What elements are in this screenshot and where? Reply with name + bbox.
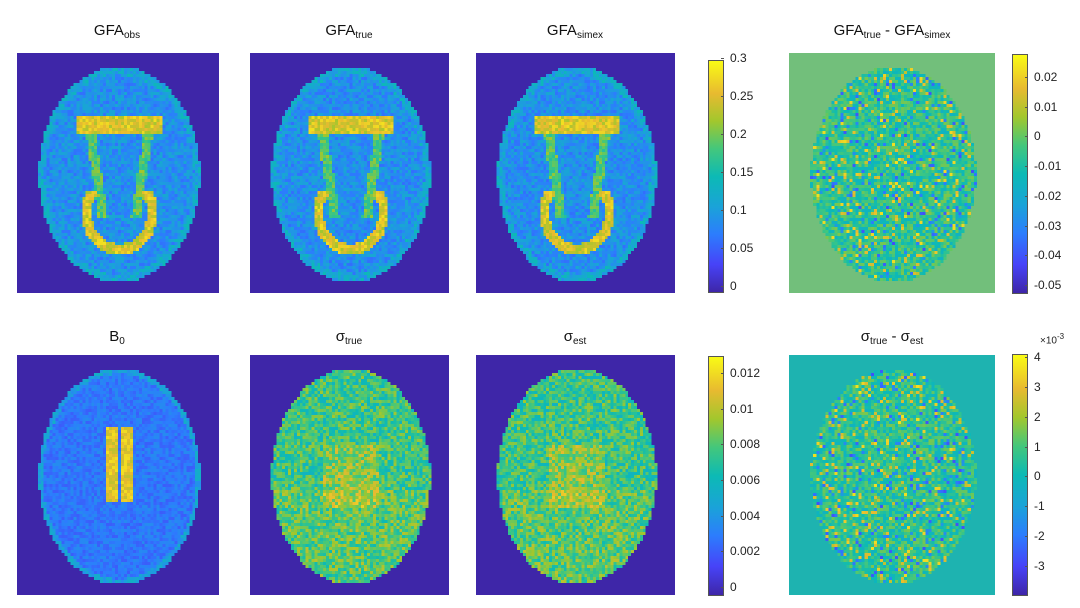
- colorbar-tick-mark: [1025, 416, 1028, 418]
- gfa-true-map: [250, 53, 449, 293]
- title-gfa-simex: GFAsimex: [546, 22, 604, 41]
- gfa-simex-canvas: [476, 53, 675, 293]
- b0-map: [17, 355, 219, 595]
- gfa-colorbar: [708, 60, 724, 293]
- colorbar-tick-label: 3: [1034, 379, 1041, 394]
- colorbar-tick-label: 0: [1034, 129, 1041, 144]
- colorbar-tick-label: 0.01: [730, 401, 754, 416]
- colorbar-tick-label: 0.1: [730, 203, 747, 217]
- colorbar-tick-mark: [721, 373, 724, 374]
- colorbar-tick-label: 0.002: [730, 544, 761, 559]
- colorbar-tick-label: 2: [1034, 409, 1041, 424]
- colorbar-tick-mark: [1025, 195, 1028, 197]
- colorbar-tick-label: -0.03: [1034, 218, 1062, 233]
- colorbar-tick-label: -3: [1034, 559, 1045, 573]
- colorbar-tick-mark: [1025, 106, 1028, 108]
- colorbar-tick-mark: [721, 58, 724, 59]
- gfa-obs-map: [17, 53, 219, 293]
- b0-canvas: [17, 355, 219, 595]
- sigma-true-canvas: [250, 355, 449, 595]
- colorbar-tick-label: 1: [1034, 439, 1041, 454]
- sigma-colorbar: [708, 356, 724, 596]
- sigma-diff-canvas: [789, 355, 995, 595]
- colorbar-tick-label: 0: [730, 279, 737, 293]
- gfa-diff-colorbar: [1012, 54, 1028, 294]
- colorbar-tick-mark: [1025, 255, 1028, 257]
- colorbar-tick-label: 4: [1034, 350, 1041, 364]
- colorbar-tick-label: 0.006: [730, 473, 761, 487]
- colorbar-tick-mark: [721, 286, 724, 287]
- gfa-diff-canvas: [789, 53, 995, 293]
- colorbar-tick-mark: [721, 134, 724, 135]
- title-b0: B0: [109, 328, 125, 347]
- gfa-diff-map: [789, 53, 995, 293]
- colorbar-tick-label: -2: [1034, 529, 1045, 544]
- colorbar-tick-label: 0.004: [730, 508, 761, 523]
- sigma-est-map: [476, 355, 675, 595]
- colorbar-tick-label: 0.2: [730, 127, 747, 141]
- colorbar-tick-label: 0.15: [730, 165, 754, 179]
- colorbar-tick-label: 0.25: [730, 89, 754, 103]
- colorbar-tick-mark: [721, 587, 724, 588]
- colorbar-tick-mark: [1025, 357, 1028, 358]
- colorbar-tick-label: 0.01: [1034, 99, 1058, 114]
- colorbar-tick-label: 0: [1034, 469, 1041, 484]
- colorbar-tick-mark: [1025, 285, 1028, 286]
- sigma-true-map: [250, 355, 449, 595]
- colorbar-tick-label: -1: [1034, 499, 1045, 514]
- colorbar-tick-mark: [1025, 536, 1028, 538]
- colorbar-tick-mark: [721, 444, 724, 446]
- colorbar-tick-mark: [721, 551, 724, 553]
- colorbar-tick-label: -0.02: [1034, 188, 1062, 203]
- colorbar-tick-mark: [1025, 476, 1028, 478]
- colorbar-tick-label: 0.02: [1034, 70, 1058, 84]
- colorbar-tick-mark: [721, 248, 724, 249]
- colorbar-tick-mark: [721, 210, 724, 211]
- title-sigma-est: σest: [563, 328, 587, 347]
- title-sigma-true: σtrue: [335, 328, 363, 347]
- sigma-diff-map: [789, 355, 995, 595]
- colorbar-tick-mark: [1025, 566, 1028, 567]
- colorbar-tick-mark: [1025, 225, 1028, 227]
- colorbar-tick-mark: [1025, 506, 1028, 508]
- colorbar-tick-label: -0.01: [1034, 159, 1062, 174]
- colorbar-tick-mark: [1025, 386, 1028, 388]
- colorbar-tick-label: 0.012: [730, 366, 761, 380]
- colorbar-tick-mark: [1025, 136, 1028, 138]
- title-gfa-true: GFAtrue: [325, 22, 373, 41]
- colorbar-tick-label: 0.05: [730, 241, 754, 255]
- colorbar-tick-label: 0.3: [730, 51, 747, 65]
- title-sigma-diff: σtrue - σest: [860, 328, 924, 347]
- sigma-diff-colorbar: [1012, 354, 1028, 596]
- colorbar-tick-label: 0: [730, 580, 737, 594]
- colorbar-tick-mark: [721, 408, 724, 410]
- colorbar-tick-label: -0.05: [1034, 278, 1062, 292]
- colorbar-tick-label: 0.008: [730, 437, 761, 452]
- title-gfa-diff: GFAtrue - GFAsimex: [833, 22, 951, 41]
- gfa-simex-map: [476, 53, 675, 293]
- colorbar-tick-mark: [721, 515, 724, 517]
- colorbar-tick-mark: [1025, 77, 1028, 78]
- colorbar-exponent-label: ×10-3: [1040, 332, 1065, 347]
- colorbar-tick-mark: [721, 172, 724, 173]
- colorbar-tick-mark: [721, 480, 724, 481]
- title-gfa-obs: GFAobs: [93, 22, 141, 41]
- colorbar-tick-mark: [1025, 446, 1028, 448]
- colorbar-tick-mark: [721, 96, 724, 97]
- gfa-obs-canvas: [17, 53, 219, 293]
- sigma-est-canvas: [476, 355, 675, 595]
- colorbar-tick-mark: [1025, 166, 1028, 168]
- gfa-true-canvas: [250, 53, 449, 293]
- colorbar-tick-label: -0.04: [1034, 248, 1062, 263]
